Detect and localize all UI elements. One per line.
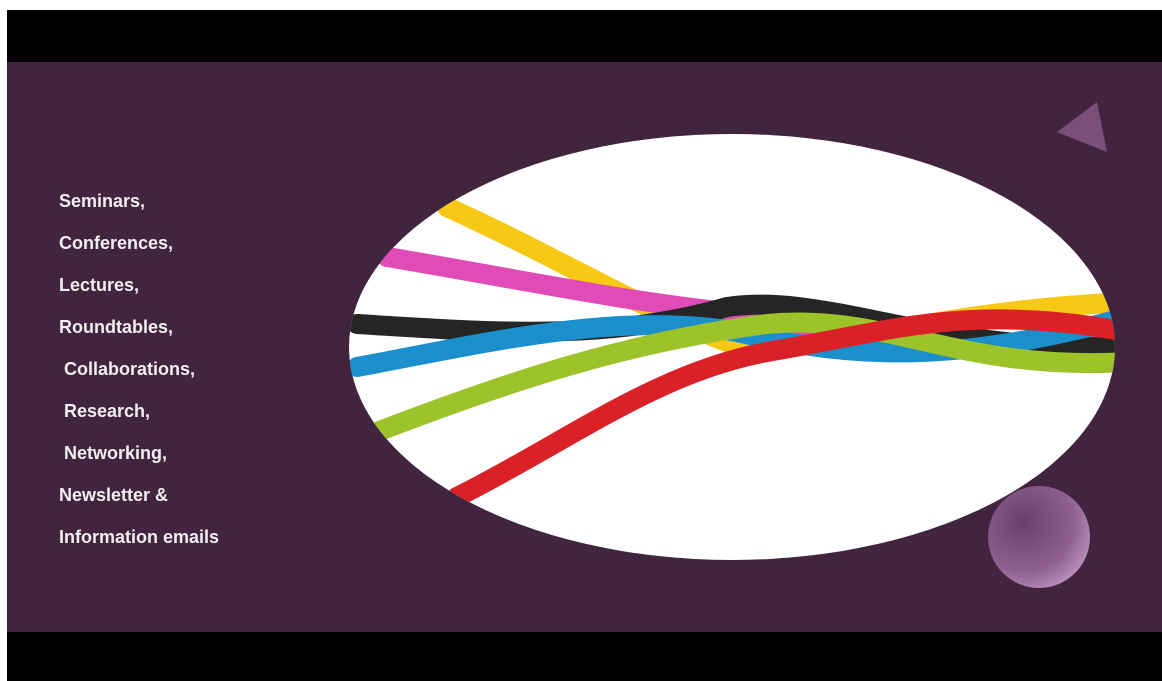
topic-item: Newsletter &	[59, 485, 169, 505]
slide: Seminars, Conferences, Lectures, Roundtable…	[7, 62, 1162, 632]
topic-item: Networking,	[59, 443, 168, 463]
cone-shape	[1057, 102, 1107, 152]
topic-item: Lectures,	[59, 275, 140, 295]
topic-item: Roundtables,	[59, 317, 174, 337]
topic-item: Conferences,	[59, 233, 174, 253]
topic-item: Research,	[59, 401, 151, 421]
topic-item: Seminars,	[59, 191, 146, 211]
topic-item: Collaborations,	[59, 359, 196, 379]
sphere-shape	[988, 486, 1090, 588]
illustration	[349, 102, 1115, 588]
topic-list: Seminars, Conferences, Lectures, Roundtable…	[59, 180, 219, 558]
braided-ropes	[349, 197, 1115, 507]
topic-item: Information emails	[59, 527, 220, 547]
